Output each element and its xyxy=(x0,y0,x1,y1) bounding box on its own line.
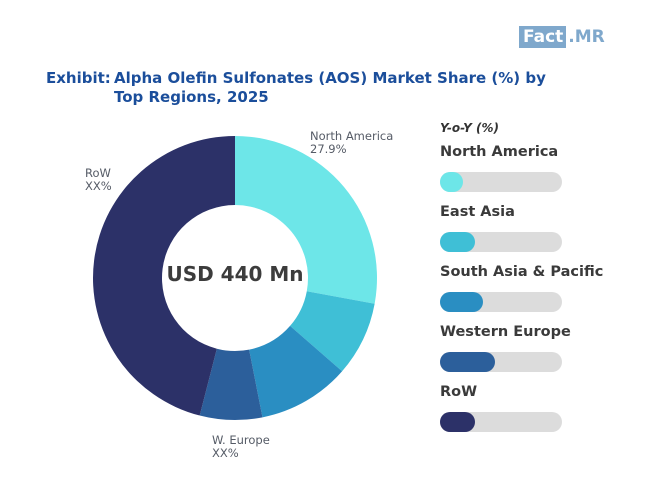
legend-bar-track xyxy=(440,412,562,432)
donut-slice-east-asia xyxy=(290,291,375,372)
title-prefix: Exhibit: xyxy=(46,69,111,87)
donut-slice-south-asia-pacific xyxy=(249,325,343,418)
logo-mr-text: .MR xyxy=(568,27,605,47)
slice-label-name: W. Europe xyxy=(212,433,270,447)
donut-slice-row xyxy=(93,136,235,416)
slice-label-value: XX% xyxy=(85,179,112,193)
legend-bar-track xyxy=(440,352,562,372)
legend-item-western-europe: Western Europe xyxy=(440,324,640,384)
donut-slice-western-europe xyxy=(199,348,263,420)
legend-item-name: Western Europe xyxy=(440,324,571,340)
slice-label-name: North America xyxy=(310,129,394,143)
title-text: Alpha Olefin Sulfonates (AOS) Market Sha… xyxy=(114,69,546,106)
slice-label-row: RoW XX% xyxy=(85,167,112,193)
legend-bar-fill xyxy=(440,292,483,312)
slice-label-value: 27.9% xyxy=(310,142,347,156)
legend-item-name: RoW xyxy=(440,384,478,400)
slice-label-north-america: North America 27.9% xyxy=(310,130,393,156)
donut-center-label: USD 440 Mn xyxy=(166,262,304,286)
donut-slice-north-america xyxy=(235,136,377,304)
legend-bar-track xyxy=(440,292,562,312)
legend-item-name: North America xyxy=(440,144,559,160)
legend-bar-track xyxy=(440,232,562,252)
slice-label-name: RoW xyxy=(85,166,111,180)
legend-bar-fill xyxy=(440,232,476,252)
legend-bar-fill xyxy=(440,172,464,192)
legend-bar-track xyxy=(440,172,562,192)
slice-label-value: XX% xyxy=(212,446,239,460)
legend-item-name: East Asia xyxy=(440,204,515,220)
logo-fact-text: Fact xyxy=(519,26,567,48)
yoy-legend: Y-o-Y (%) North America East Asia South … xyxy=(440,121,640,444)
legend-item-east-asia: East Asia xyxy=(440,204,640,264)
legend-bar-fill xyxy=(440,412,476,432)
legend-bar-fill xyxy=(440,352,495,372)
slice-label-w-europe: W. Europe XX% xyxy=(212,434,270,460)
legend-header: Y-o-Y (%) xyxy=(440,121,500,135)
factmr-logo: Fact .MR xyxy=(519,26,605,48)
legend-item-south-asia-pacific: South Asia & Pacific xyxy=(440,264,640,324)
legend-item-row: RoW xyxy=(440,384,640,444)
legend-item-name: South Asia & Pacific xyxy=(440,264,604,280)
legend-item-north-america: North America xyxy=(440,144,640,204)
